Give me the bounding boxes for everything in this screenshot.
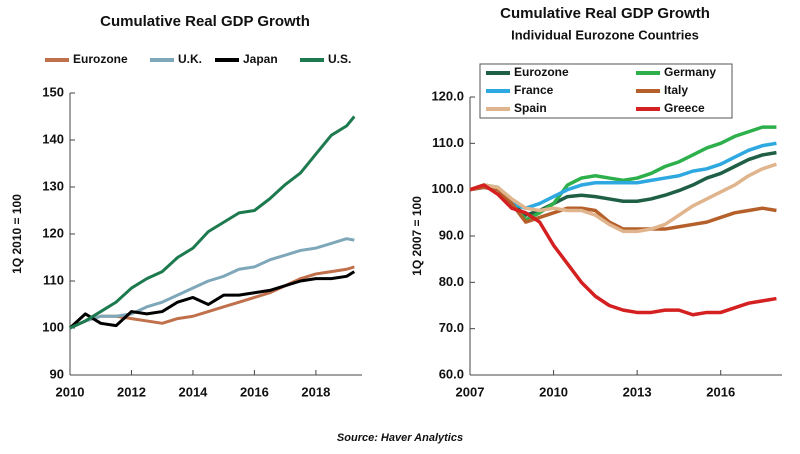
series-line xyxy=(69,237,355,330)
legend-label: U.K. xyxy=(178,52,202,66)
legend-label: Italy xyxy=(664,83,688,97)
series-line xyxy=(469,141,777,210)
x-tick-label: 2014 xyxy=(178,384,208,399)
y-tick-label: 100 xyxy=(42,319,64,334)
x-tick-label: 2010 xyxy=(56,384,85,399)
y-axis-label: 1Q 2010 = 100 xyxy=(10,194,24,274)
legend-label: Japan xyxy=(243,52,278,66)
chart-title: Cumulative Real GDP Growth xyxy=(100,13,310,30)
y-tick-label: 130 xyxy=(42,178,64,193)
x-tick-label: 2007 xyxy=(456,384,485,399)
x-tick-label: 2013 xyxy=(623,384,652,399)
y-tick-label: 120 xyxy=(42,225,64,240)
series-line xyxy=(469,185,777,231)
legend-label: Greece xyxy=(664,101,705,115)
y-tick-label: 140 xyxy=(42,131,64,146)
x-tick-label: 2018 xyxy=(301,384,330,399)
series-line xyxy=(469,183,777,317)
y-tick-label: 100.0 xyxy=(431,181,464,196)
legend-label: France xyxy=(514,83,554,97)
y-tick-label: 60.0 xyxy=(439,366,464,381)
y-tick-label: 90 xyxy=(50,366,64,381)
source: Source: Haver Analytics xyxy=(337,432,463,444)
y-tick-label: 120.0 xyxy=(431,88,464,103)
x-tick-label: 2016 xyxy=(706,384,735,399)
y-tick-label: 70.0 xyxy=(439,320,464,335)
chart-title: Cumulative Real GDP Growth xyxy=(500,5,710,22)
chart-subtitle: Individual Eurozone Countries xyxy=(511,27,699,42)
y-tick-label: 80.0 xyxy=(439,274,464,289)
series-line xyxy=(68,270,356,330)
x-tick-label: 2012 xyxy=(117,384,146,399)
series-line xyxy=(69,265,355,330)
legend-label: Eurozone xyxy=(514,65,569,79)
x-tick-label: 2010 xyxy=(539,384,568,399)
legend-label: Eurozone xyxy=(73,52,128,66)
legend-box xyxy=(479,63,733,119)
y-tick-label: 110.0 xyxy=(432,135,464,150)
y-tick-label: 110 xyxy=(43,272,64,287)
x-tick-label: 2016 xyxy=(240,384,269,399)
series-line xyxy=(69,115,356,330)
series-line xyxy=(469,162,777,234)
y-axis-label: 1Q 2007 = 100 xyxy=(410,196,424,276)
legend-label: Germany xyxy=(664,65,716,79)
legend-label: U.S. xyxy=(328,52,351,66)
legend-label: Spain xyxy=(514,101,547,115)
y-tick-label: 150 xyxy=(42,84,64,99)
y-tick-label: 90.0 xyxy=(439,227,464,242)
